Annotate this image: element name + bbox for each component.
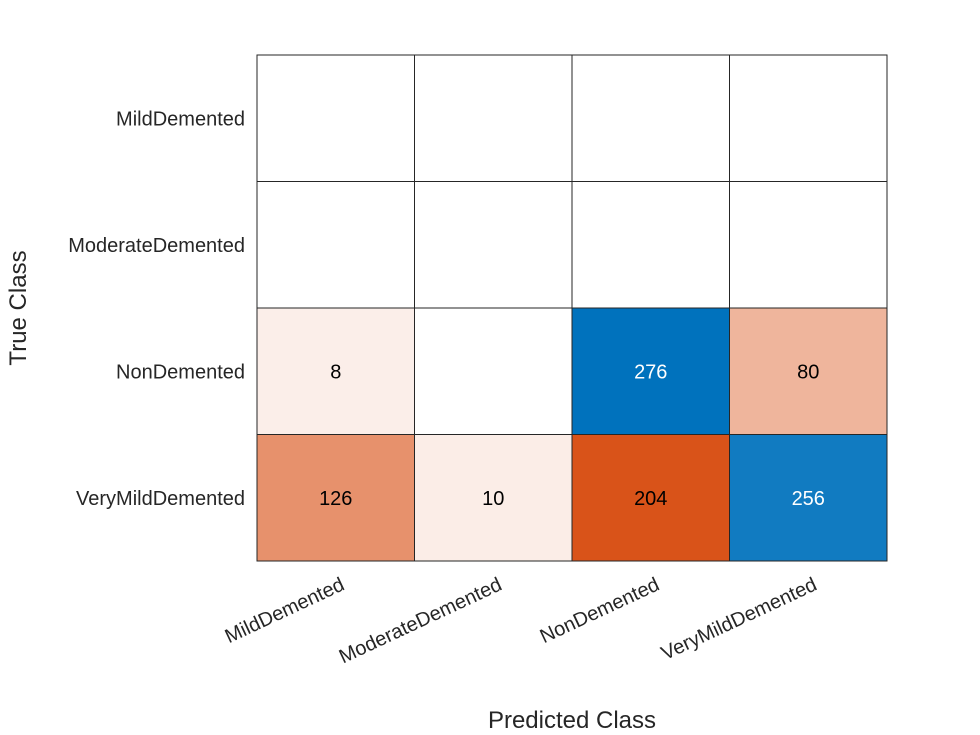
matrix-cell xyxy=(729,434,888,562)
y-tick-label: NonDemented xyxy=(116,361,245,383)
matrix-cell xyxy=(729,181,888,309)
matrix-cell xyxy=(256,307,415,435)
y-axis-title: True Class xyxy=(5,250,32,365)
matrix-cells: 8 276 80 126 10 204 256 xyxy=(256,54,888,562)
x-axis-title: Predicted Class xyxy=(488,707,656,734)
x-tick-label: NonDemented xyxy=(537,574,663,648)
y-tick-label: VeryMildDemented xyxy=(76,488,245,510)
cell-value-label: 126 xyxy=(319,488,352,510)
x-tick-label: MildDemented xyxy=(222,574,348,648)
matrix-cell xyxy=(414,54,573,182)
cell-value-label: 10 xyxy=(482,488,504,510)
cell-value-label: 8 xyxy=(330,361,341,383)
matrix-cell xyxy=(571,54,730,182)
cell-value-label: 276 xyxy=(634,361,667,383)
matrix-cell xyxy=(256,54,415,182)
matrix-cell xyxy=(256,434,415,562)
matrix-cell xyxy=(571,181,730,309)
matrix-cell xyxy=(571,307,730,435)
cell-value-label: 204 xyxy=(634,488,667,510)
matrix-cell xyxy=(729,54,888,182)
cell-value-label: 256 xyxy=(792,488,825,510)
matrix-cell xyxy=(414,307,573,435)
y-tick-label: MildDemented xyxy=(116,108,245,130)
x-tick-label: VeryMildDemented xyxy=(658,574,820,665)
matrix-cell xyxy=(414,434,573,562)
y-tick-labels: MildDemented ModerateDemented NonDemented V… xyxy=(68,108,245,510)
matrix-cell xyxy=(414,181,573,309)
matrix-cell xyxy=(571,434,730,562)
matrix-cell xyxy=(729,307,888,435)
x-tick-label: ModerateDemented xyxy=(336,574,506,669)
y-tick-label: ModerateDemented xyxy=(68,235,245,257)
matrix-cell xyxy=(256,181,415,309)
cell-value-label: 80 xyxy=(797,361,819,383)
